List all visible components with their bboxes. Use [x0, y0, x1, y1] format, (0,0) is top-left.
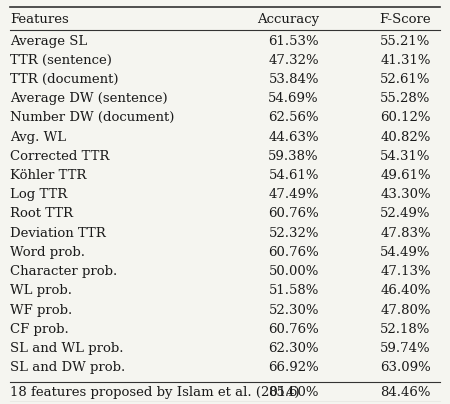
Text: 60.76%: 60.76% [268, 246, 319, 259]
Text: 18 features proposed by Islam et al. (2014): 18 features proposed by Islam et al. (20… [10, 386, 300, 399]
Text: 54.49%: 54.49% [380, 246, 431, 259]
Text: Deviation TTR: Deviation TTR [10, 227, 106, 240]
Text: 85.60%: 85.60% [268, 386, 319, 399]
Text: 44.63%: 44.63% [268, 130, 319, 143]
Text: 62.56%: 62.56% [268, 112, 319, 124]
Text: 52.61%: 52.61% [380, 73, 431, 86]
Text: 84.46%: 84.46% [380, 386, 431, 399]
Text: 43.30%: 43.30% [380, 188, 431, 201]
Text: TTR (document): TTR (document) [10, 73, 119, 86]
Text: 46.40%: 46.40% [380, 284, 431, 297]
Text: 40.82%: 40.82% [380, 130, 431, 143]
Text: 52.30%: 52.30% [268, 303, 319, 316]
Text: 59.74%: 59.74% [380, 342, 431, 355]
Text: 47.49%: 47.49% [268, 188, 319, 201]
Text: 47.83%: 47.83% [380, 227, 431, 240]
Text: 61.53%: 61.53% [268, 34, 319, 48]
Text: 54.61%: 54.61% [268, 169, 319, 182]
Text: 63.09%: 63.09% [380, 361, 431, 374]
Text: Accuracy: Accuracy [257, 13, 319, 26]
Text: SL and WL prob.: SL and WL prob. [10, 342, 124, 355]
Text: Word prob.: Word prob. [10, 246, 86, 259]
Text: WF prob.: WF prob. [10, 303, 72, 316]
Text: Features: Features [10, 13, 69, 26]
Text: F-Score: F-Score [379, 13, 431, 26]
Text: 55.28%: 55.28% [380, 92, 431, 105]
Text: Average DW (sentence): Average DW (sentence) [10, 92, 168, 105]
Text: 50.00%: 50.00% [269, 265, 319, 278]
Text: 52.18%: 52.18% [380, 323, 431, 336]
Text: 47.80%: 47.80% [380, 303, 431, 316]
Text: Root TTR: Root TTR [10, 208, 73, 221]
Text: CF prob.: CF prob. [10, 323, 69, 336]
Text: Köhler TTR: Köhler TTR [10, 169, 87, 182]
Text: 53.84%: 53.84% [268, 73, 319, 86]
Text: 52.49%: 52.49% [380, 208, 431, 221]
Text: Log TTR: Log TTR [10, 188, 68, 201]
Text: Avg. WL: Avg. WL [10, 130, 67, 143]
Text: Average SL: Average SL [10, 34, 88, 48]
Text: 54.69%: 54.69% [268, 92, 319, 105]
Text: 55.21%: 55.21% [380, 34, 431, 48]
Text: 62.30%: 62.30% [268, 342, 319, 355]
Text: Character prob.: Character prob. [10, 265, 117, 278]
Text: 66.92%: 66.92% [268, 361, 319, 374]
Text: 59.38%: 59.38% [268, 150, 319, 163]
Text: 51.58%: 51.58% [269, 284, 319, 297]
Text: WL prob.: WL prob. [10, 284, 72, 297]
Text: SL and DW prob.: SL and DW prob. [10, 361, 126, 374]
Text: Number DW (document): Number DW (document) [10, 112, 175, 124]
Text: TTR (sentence): TTR (sentence) [10, 54, 112, 67]
Text: 60.76%: 60.76% [268, 323, 319, 336]
Text: 41.31%: 41.31% [380, 54, 431, 67]
Text: 47.32%: 47.32% [268, 54, 319, 67]
Text: 47.13%: 47.13% [380, 265, 431, 278]
Text: 60.12%: 60.12% [380, 112, 431, 124]
Text: 52.32%: 52.32% [268, 227, 319, 240]
Text: 54.31%: 54.31% [380, 150, 431, 163]
Text: Corrected TTR: Corrected TTR [10, 150, 110, 163]
Text: 49.61%: 49.61% [380, 169, 431, 182]
Text: 60.76%: 60.76% [268, 208, 319, 221]
